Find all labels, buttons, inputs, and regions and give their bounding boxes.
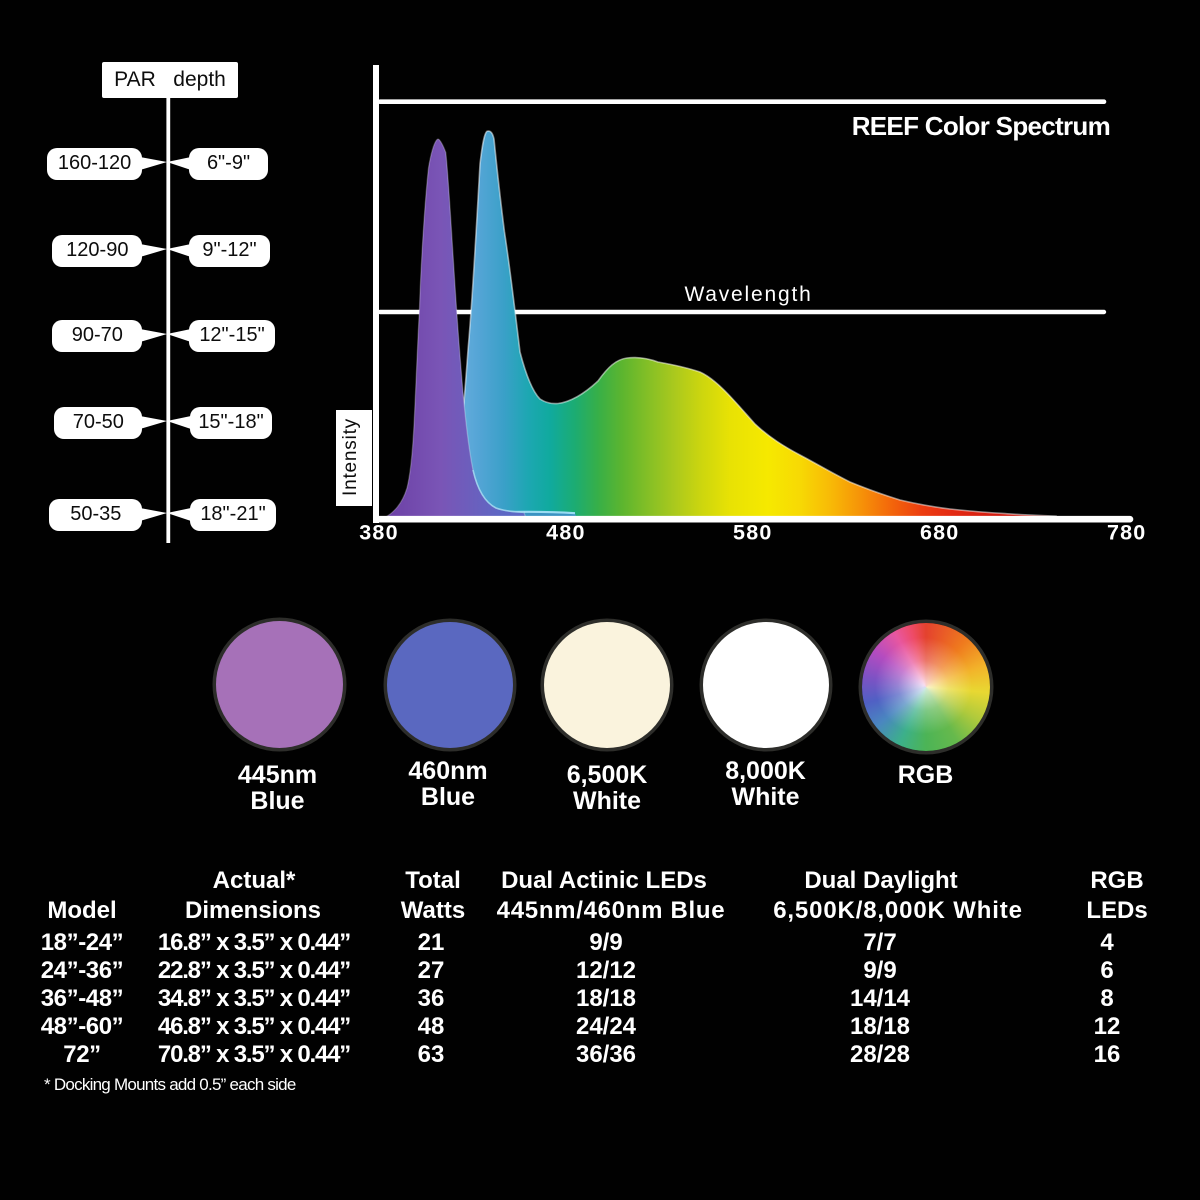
svg-text:380: 380 (359, 521, 398, 545)
svg-text:480: 480 (546, 521, 585, 545)
svg-text:REEF Color Spectrum: REEF Color Spectrum (852, 111, 1110, 141)
svg-text:580: 580 (733, 521, 772, 545)
svg-text:Wavelength: Wavelength (684, 283, 812, 306)
svg-text:780: 780 (1107, 521, 1146, 545)
svg-text:680: 680 (920, 521, 959, 545)
